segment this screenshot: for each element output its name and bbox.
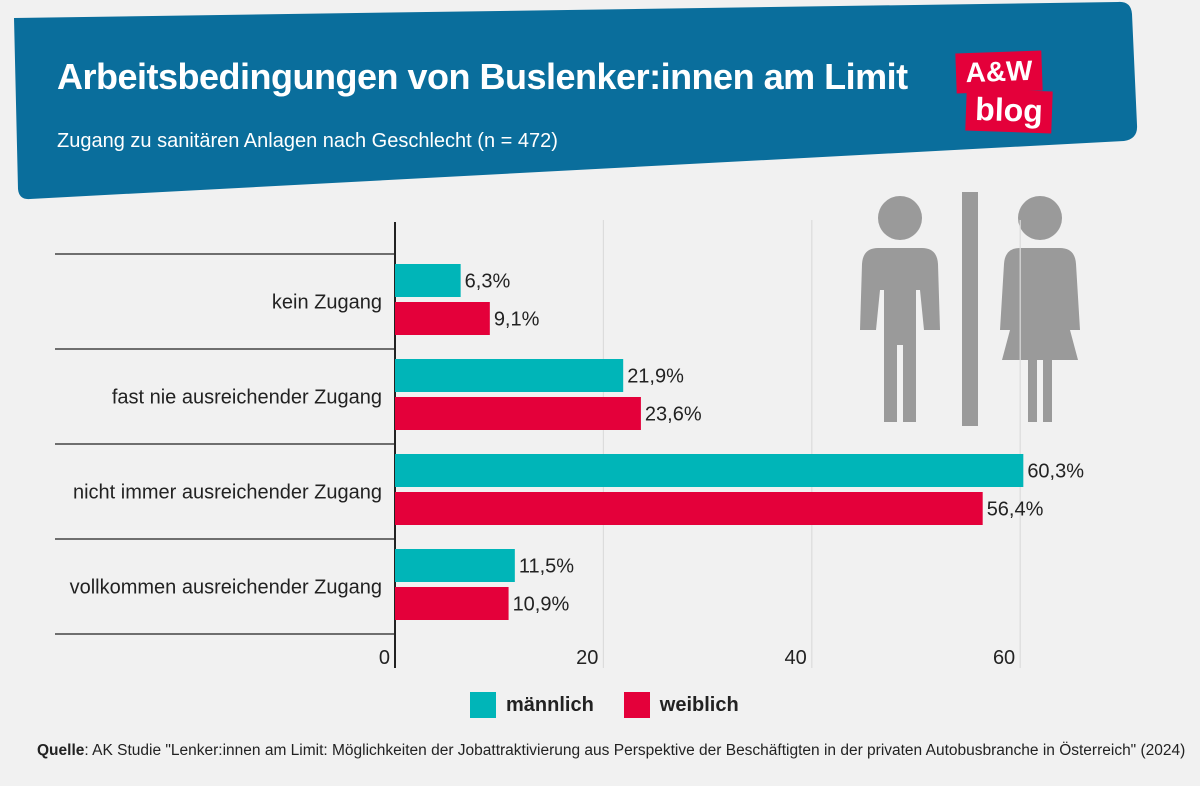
bar-maennlich [395,359,624,392]
chart-grid [55,220,1021,668]
chart-title: Arbeitsbedingungen von Buslenker:innen a… [57,56,908,97]
legend-label-maennlich: männlich [506,693,594,716]
category-label: vollkommen ausreichender Zugang [70,577,382,599]
data-label: 6,3% [465,271,511,293]
data-label: 21,9% [627,366,684,388]
divider-bar-icon [962,192,978,426]
bar-weiblich [395,492,983,525]
legend-label-weiblich: weiblich [659,693,739,716]
x-tick-label: 40 [785,647,807,669]
bar-weiblich [395,587,509,620]
legend-item-weiblich[interactable]: weiblich [623,692,739,718]
bar-maennlich [395,454,1024,487]
chart-subtitle: Zugang zu sanitären Anlagen nach Geschle… [57,130,558,152]
chart-labels: 0 20 40 60 kein Zugang 6,3% 9,1% fast nie ausre… [70,271,1085,670]
legend-item-maennlich[interactable]: männlich [470,692,594,718]
x-tick-label: 0 [379,647,390,669]
data-label: 9,1% [494,309,540,331]
x-tick-label: 20 [576,647,598,669]
toilet-pictogram [860,192,1080,426]
legend-swatch-weiblich [623,692,650,718]
chart-legend: männlich weiblich [470,692,769,718]
source-note: Quelle: AK Studie "Lenker:innen am Limit… [37,742,1185,760]
data-label: 60,3% [1027,461,1084,483]
data-label: 10,9% [513,594,570,616]
bar-weiblich [395,397,641,430]
category-label: fast nie ausreichender Zugang [112,387,382,409]
bar-weiblich [395,302,490,335]
source-text: : AK Studie "Lenker:innen am Limit: Mögl… [84,742,1186,759]
legend-swatch-maennlich [470,692,496,718]
bar-maennlich [395,264,461,297]
header-banner [14,1,1138,200]
data-label: 23,6% [645,404,702,426]
chart-bars [395,264,1024,620]
category-label: nicht immer ausreichender Zugang [73,482,382,504]
bar-maennlich [395,549,515,582]
category-label: kein Zugang [272,292,382,314]
data-label: 11,5% [519,556,574,578]
source-label: Quelle [37,742,85,759]
data-label: 56,4% [987,499,1044,521]
x-tick-label: 60 [993,647,1015,669]
header-banner-shape [14,1,1138,200]
male-figure-icon [860,196,940,422]
female-figure-icon [1000,196,1080,422]
